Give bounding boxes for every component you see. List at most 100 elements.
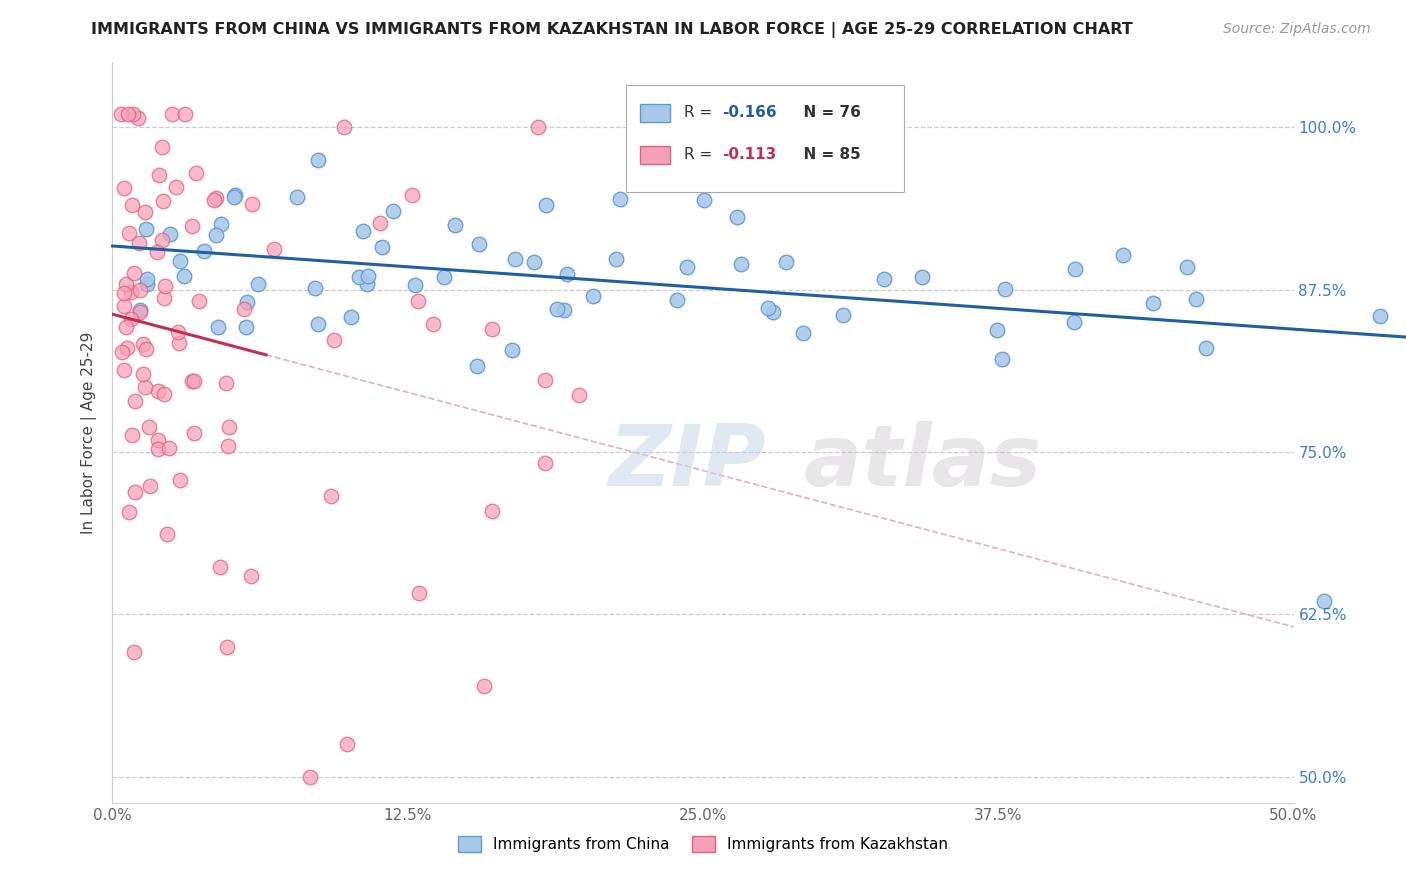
Point (991, 351, 1014, 366)
Point (1112, 248, 1135, 262)
Point (381, 203, 404, 218)
Point (304, 281, 326, 295)
Point (1185, 292, 1208, 306)
Point (1142, 295, 1164, 310)
Point (118, 504, 141, 518)
Point (188, 294, 211, 309)
Point (118, 226, 141, 240)
Text: -0.166: -0.166 (721, 105, 776, 120)
Point (135, 221, 157, 235)
Point (994, 282, 1017, 296)
Point (121, 198, 143, 212)
Legend: Immigrants from China, Immigrants from Kazakhstan: Immigrants from China, Immigrants from K… (451, 830, 955, 858)
Point (725, 211, 748, 225)
Point (124, 393, 146, 408)
Point (352, 223, 374, 237)
Point (986, 323, 1008, 337)
Point (209, 559, 232, 574)
Point (336, 737, 359, 751)
Point (465, 359, 488, 373)
Point (468, 237, 491, 252)
Point (132, 367, 155, 381)
Point (235, 320, 257, 334)
Point (165, 180, 187, 194)
Point (285, 189, 308, 203)
Point (150, 140, 173, 154)
Point (124, 485, 146, 500)
Text: R =: R = (685, 147, 717, 162)
Point (553, 303, 575, 318)
Point (357, 269, 380, 284)
Point (111, 345, 134, 359)
Point (1369, 310, 1392, 324)
Point (568, 388, 591, 402)
Point (433, 270, 456, 285)
Point (546, 301, 568, 316)
Point (215, 640, 238, 654)
Point (169, 254, 191, 268)
Point (217, 439, 239, 453)
Point (152, 386, 174, 401)
Point (676, 260, 699, 274)
Point (319, 489, 342, 503)
Point (224, 187, 246, 202)
Point (115, 341, 138, 355)
Point (186, 166, 208, 180)
Point (408, 586, 430, 600)
Point (204, 191, 226, 205)
Point (218, 420, 240, 434)
Point (120, 285, 142, 299)
Point (139, 478, 162, 492)
Point (873, 271, 896, 285)
Point (307, 317, 329, 331)
Point (132, 337, 155, 351)
Point (122, 107, 145, 121)
Point (205, 227, 228, 242)
Text: -0.113: -0.113 (721, 147, 776, 162)
Point (224, 190, 246, 204)
Point (138, 419, 160, 434)
Text: ZIP: ZIP (609, 421, 766, 504)
Point (110, 107, 132, 121)
Point (298, 770, 321, 784)
Point (215, 376, 238, 390)
Point (112, 181, 135, 195)
Point (501, 343, 523, 358)
Point (406, 294, 429, 309)
Point (167, 335, 190, 350)
Point (371, 240, 394, 254)
Point (1195, 341, 1218, 355)
Point (730, 257, 752, 271)
Point (356, 277, 378, 291)
Point (173, 268, 195, 283)
Point (129, 284, 152, 298)
Text: N = 85: N = 85 (793, 147, 860, 162)
Text: atlas: atlas (803, 421, 1042, 504)
Point (169, 473, 191, 487)
Point (115, 319, 138, 334)
Point (122, 645, 145, 659)
Point (134, 380, 156, 394)
Point (128, 236, 150, 251)
Point (135, 342, 157, 356)
Point (246, 277, 269, 292)
Point (112, 285, 135, 300)
Text: Source: ZipAtlas.com: Source: ZipAtlas.com (1223, 22, 1371, 37)
Point (523, 254, 546, 268)
Point (332, 120, 354, 135)
Point (758, 301, 780, 316)
Point (127, 111, 149, 125)
Point (146, 442, 169, 457)
Point (239, 569, 262, 583)
Point (609, 192, 631, 206)
Point (1063, 262, 1085, 277)
Text: IMMIGRANTS FROM CHINA VS IMMIGRANTS FROM KAZAKHSTAN IN LABOR FORCE | AGE 25-29 C: IMMIGRANTS FROM CHINA VS IMMIGRANTS FROM… (91, 22, 1133, 38)
Point (159, 227, 181, 241)
Point (323, 334, 346, 348)
Point (481, 504, 503, 518)
Point (193, 244, 215, 258)
Point (202, 193, 225, 207)
Point (117, 107, 139, 121)
Point (135, 272, 157, 286)
Point (134, 205, 156, 219)
